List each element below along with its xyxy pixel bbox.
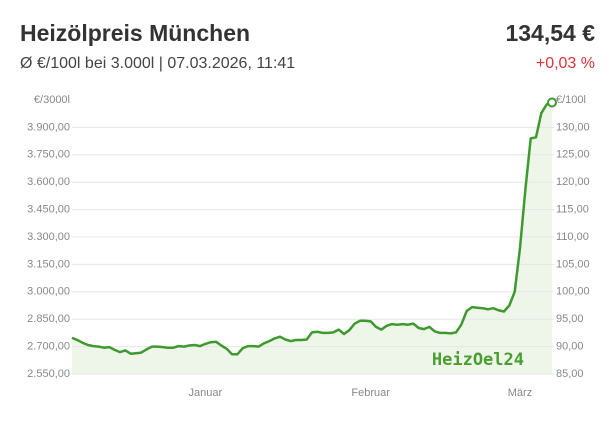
logo: HeizOel24 <box>432 350 524 370</box>
y-tick-label: 3.450,00 <box>27 204 70 216</box>
subtitle: Ø €/100l bei 3.000l | 07.03.2026, 11:41 <box>20 55 295 72</box>
line <box>71 101 553 356</box>
y2-axis-label: €/100l <box>556 94 586 106</box>
end-marker <box>547 97 557 108</box>
y-tick-label: 3.750,00 <box>27 149 70 161</box>
price-change: +0,03 % <box>536 55 595 72</box>
y2-tick-label: 130,00 <box>556 121 590 133</box>
y-tick-label: 3.300,00 <box>27 231 70 243</box>
y2-tick-label: 105,00 <box>556 258 590 270</box>
y2-tick-label: 90,00 <box>556 341 584 353</box>
price: 134,54 € <box>505 20 595 46</box>
y-tick-label: 3.150,00 <box>27 258 70 270</box>
y2-tick-label: 95,00 <box>556 313 584 325</box>
y-tick-label: 3.600,00 <box>27 176 70 188</box>
y2-tick-label: 115,00 <box>556 204 589 216</box>
y2-tick-label: 120,00 <box>556 176 590 188</box>
title: Heizölpreis München <box>20 20 250 46</box>
y2-tick-label: 125,00 <box>556 149 590 161</box>
y-tick-label: 2.700,00 <box>27 341 70 353</box>
x-tick-label: März <box>508 387 532 399</box>
x-tick-label: Januar <box>189 387 223 399</box>
y2-tick-label: 100,00 <box>556 286 590 298</box>
y-axis-label: €/3000l <box>34 94 70 106</box>
y-tick-label: 3.000,00 <box>27 286 70 298</box>
y2-tick-label: 110,00 <box>556 231 589 243</box>
y-tick-label: 3.900,00 <box>27 121 70 133</box>
x-tick-label: Februar <box>351 387 390 399</box>
y-tick-label: 2.550,00 <box>27 368 70 380</box>
y-tick-label: 2.850,00 <box>27 313 70 325</box>
y2-tick-label: 85,00 <box>556 368 584 380</box>
